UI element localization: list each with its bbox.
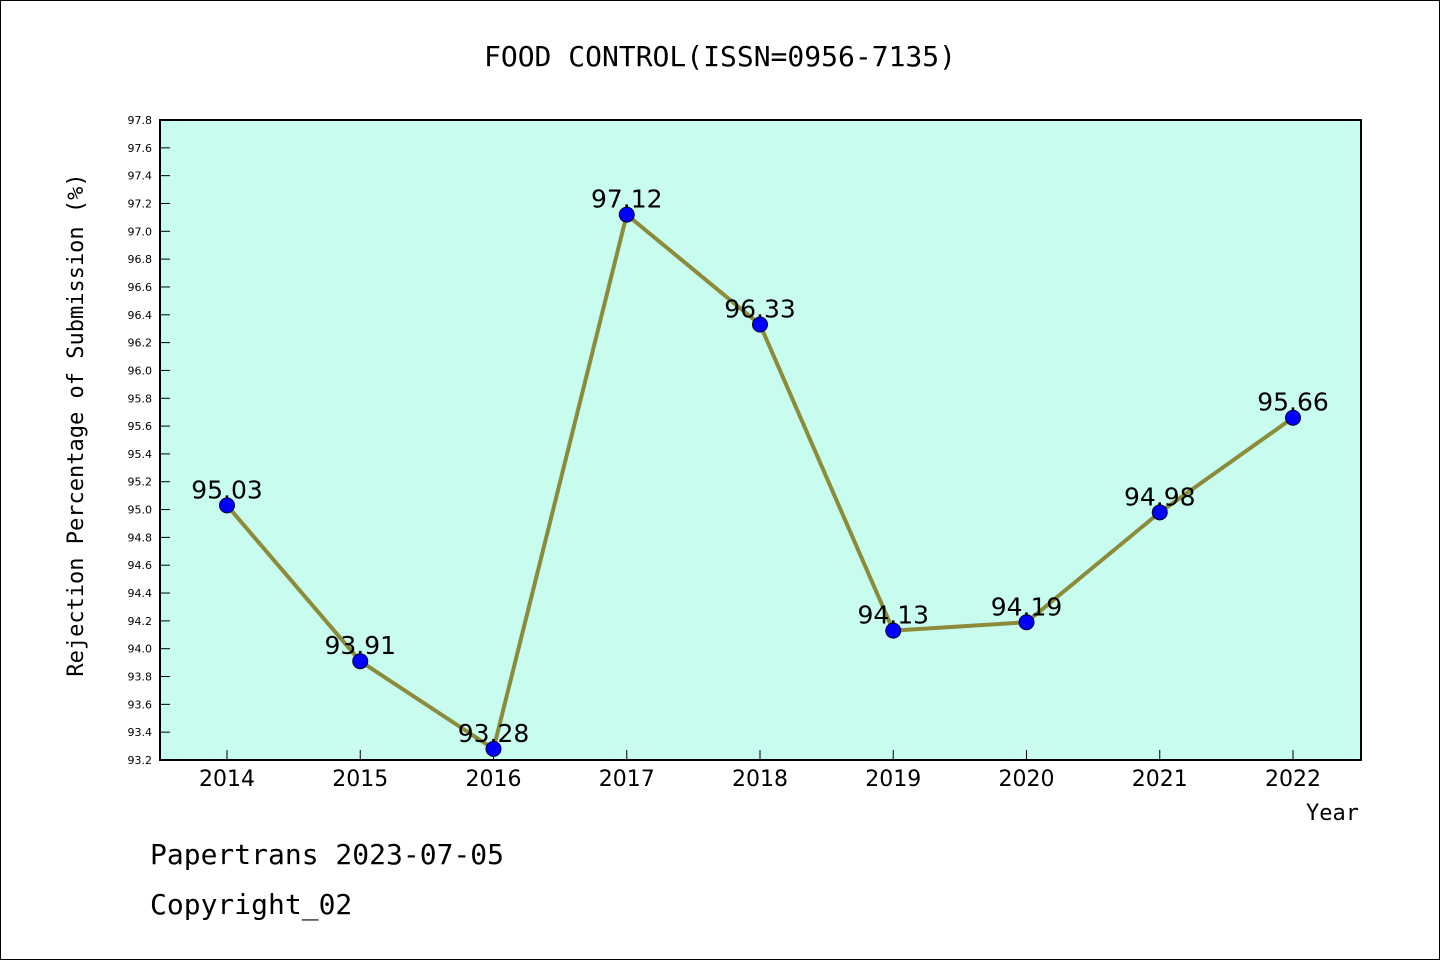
data-label: 94.19	[991, 592, 1063, 621]
y-tick-label: 96.6	[128, 281, 153, 294]
data-point	[219, 497, 235, 514]
y-tick-label: 94.0	[128, 643, 153, 656]
series-markers	[219, 206, 1301, 757]
footer-date: Papertrans 2023-07-05	[150, 838, 504, 871]
x-axis-ticks: 2014 2015 2016 2017 2018 2019 2020 2021 2022	[199, 750, 1321, 792]
y-axis-label: Rejection Percentage of Submission (%)	[64, 173, 89, 676]
y-tick-label: 93.4	[128, 726, 153, 739]
data-label: 97.12	[591, 185, 663, 214]
data-label: 95.66	[1257, 388, 1329, 417]
y-tick-label: 96.2	[128, 337, 153, 350]
x-tick-label: 2021	[1132, 767, 1188, 792]
y-tick-label: 95.8	[128, 392, 153, 405]
data-label: 93.91	[324, 631, 396, 660]
data-label: 94.98	[1124, 482, 1196, 511]
y-tick-label: 97.4	[128, 170, 153, 183]
data-point	[618, 206, 635, 223]
data-point	[352, 653, 369, 670]
x-tick-label: 2016	[466, 767, 522, 792]
y-tick-label: 95.0	[128, 504, 153, 517]
x-tick-label: 2017	[599, 767, 655, 792]
y-tick-label: 96.8	[128, 253, 153, 266]
data-labels: 95.03 93.91 93.28 97.12 96.33 94.13 94.19 94.98…	[191, 185, 1329, 748]
y-tick-label: 95.6	[128, 420, 153, 433]
data-label: 95.03	[191, 475, 263, 504]
data-label: 96.33	[724, 295, 796, 324]
x-tick-label: 2019	[865, 767, 921, 792]
x-axis-label: Year	[1306, 801, 1359, 826]
y-tick-label: 94.4	[128, 587, 153, 600]
x-tick-label: 2018	[732, 767, 788, 792]
x-tick-label: 2022	[1265, 767, 1321, 792]
data-point	[752, 316, 768, 333]
y-tick-label: 97.6	[128, 142, 153, 155]
x-tick-label: 2014	[199, 767, 255, 792]
y-tick-label: 93.8	[128, 671, 153, 684]
y-tick-label: 94.2	[128, 615, 153, 628]
y-tick-label: 97.2	[128, 197, 153, 210]
plot-border	[159, 119, 1362, 761]
y-tick-label: 96.0	[128, 364, 153, 377]
y-tick-label: 94.8	[128, 531, 153, 544]
y-tick-label: 95.2	[128, 476, 153, 489]
data-point	[485, 740, 502, 757]
data-label: 94.13	[857, 601, 929, 630]
data-point	[1285, 409, 1301, 426]
chart-title: FOOD CONTROL(ISSN=0956-7135)	[484, 40, 956, 73]
y-tick-label: 95.4	[128, 448, 153, 461]
data-label: 93.28	[458, 719, 530, 748]
x-tick-label: 2015	[332, 767, 388, 792]
plot-area	[160, 120, 1361, 760]
y-tick-label: 94.6	[128, 559, 153, 572]
x-tick-label: 2020	[999, 767, 1055, 792]
y-tick-label: 93.2	[128, 754, 153, 767]
footer-copyright: Copyright_02	[150, 888, 352, 922]
y-tick-label: 93.6	[128, 698, 153, 711]
y-tick-label: 97.8	[128, 114, 153, 127]
data-point	[885, 622, 902, 639]
y-axis-ticks: 93.2 93.4 93.6 93.8 94.0 94.2 94.4 94.6 94.8 95.0…	[128, 114, 170, 767]
y-tick-label: 96.4	[128, 309, 153, 322]
data-point	[1018, 614, 1035, 631]
data-point	[1151, 504, 1168, 521]
y-tick-label: 97.0	[128, 225, 153, 238]
